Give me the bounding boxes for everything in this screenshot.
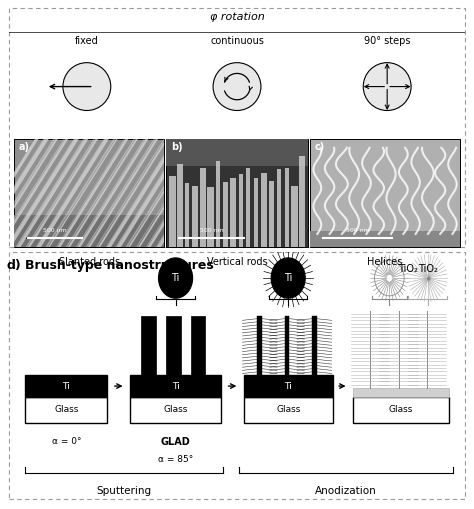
Bar <box>285 316 289 376</box>
Text: Anodization: Anodization <box>315 486 377 496</box>
Ellipse shape <box>271 258 305 298</box>
Bar <box>291 186 298 247</box>
Bar <box>185 183 190 247</box>
Bar <box>130 376 221 397</box>
Bar <box>299 156 305 247</box>
Text: Ti: Ti <box>284 382 292 390</box>
Text: continuous: continuous <box>210 36 264 46</box>
Text: φ rotation: φ rotation <box>210 12 264 22</box>
Bar <box>26 397 107 423</box>
Text: Brush-type nanostructures: Brush-type nanostructures <box>26 259 214 272</box>
Text: Glass: Glass <box>276 405 301 414</box>
Text: GLAD: GLAD <box>161 437 191 447</box>
Bar <box>284 168 289 247</box>
Bar <box>26 237 83 239</box>
Bar <box>257 316 262 376</box>
Ellipse shape <box>363 63 411 110</box>
Bar <box>230 178 236 247</box>
Bar <box>223 182 228 247</box>
Bar <box>166 139 308 247</box>
Ellipse shape <box>63 63 111 110</box>
Text: α = 0°: α = 0° <box>52 437 81 446</box>
Bar <box>238 174 243 247</box>
Bar <box>26 237 83 239</box>
Bar <box>169 176 175 247</box>
Text: TiO₂: TiO₂ <box>418 264 438 274</box>
Bar <box>200 168 206 247</box>
Text: 500 nm: 500 nm <box>43 228 66 233</box>
Text: Ti: Ti <box>284 273 292 283</box>
Bar <box>269 181 274 247</box>
Text: Sputtering: Sputtering <box>97 486 152 496</box>
Text: Ti: Ti <box>172 382 180 390</box>
Bar <box>191 186 198 247</box>
Bar <box>353 397 448 423</box>
Bar <box>310 231 460 247</box>
Bar <box>353 388 448 397</box>
Ellipse shape <box>158 258 192 298</box>
Bar <box>254 178 258 247</box>
Bar <box>27 237 82 239</box>
Bar <box>261 173 267 247</box>
Bar <box>177 164 182 247</box>
Text: Vertical rods: Vertical rods <box>207 257 267 267</box>
Bar <box>244 397 333 423</box>
Bar <box>166 316 181 376</box>
Text: TiO₂: TiO₂ <box>399 264 419 274</box>
Bar <box>26 376 107 397</box>
Text: Ti: Ti <box>172 273 180 283</box>
Text: d): d) <box>6 259 21 272</box>
Bar <box>141 316 156 376</box>
Text: Slanted rods: Slanted rods <box>59 257 119 267</box>
Text: α = 85°: α = 85° <box>158 456 193 464</box>
Text: 500 nm: 500 nm <box>346 228 370 233</box>
Ellipse shape <box>374 260 404 296</box>
Text: Ti: Ti <box>63 382 70 390</box>
Bar <box>216 161 220 247</box>
Text: 90° steps: 90° steps <box>364 36 410 46</box>
Text: Glass: Glass <box>389 405 413 414</box>
Text: 500 nm: 500 nm <box>200 228 223 233</box>
Text: b): b) <box>171 143 182 152</box>
Bar <box>246 168 250 247</box>
Bar <box>14 139 164 247</box>
Ellipse shape <box>213 63 261 110</box>
Bar <box>244 376 333 397</box>
Text: Helices: Helices <box>367 257 402 267</box>
Text: Glass: Glass <box>164 405 188 414</box>
Text: c): c) <box>314 143 325 152</box>
Bar <box>277 168 281 247</box>
Bar <box>14 215 164 247</box>
Bar <box>312 316 317 376</box>
Text: a): a) <box>18 143 29 152</box>
Bar <box>310 139 460 247</box>
Bar <box>207 187 214 247</box>
Text: fixed: fixed <box>75 36 99 46</box>
Bar <box>9 252 465 499</box>
Bar <box>130 397 221 423</box>
Bar <box>191 316 205 376</box>
Bar <box>166 139 308 166</box>
Text: Glass: Glass <box>54 405 79 414</box>
